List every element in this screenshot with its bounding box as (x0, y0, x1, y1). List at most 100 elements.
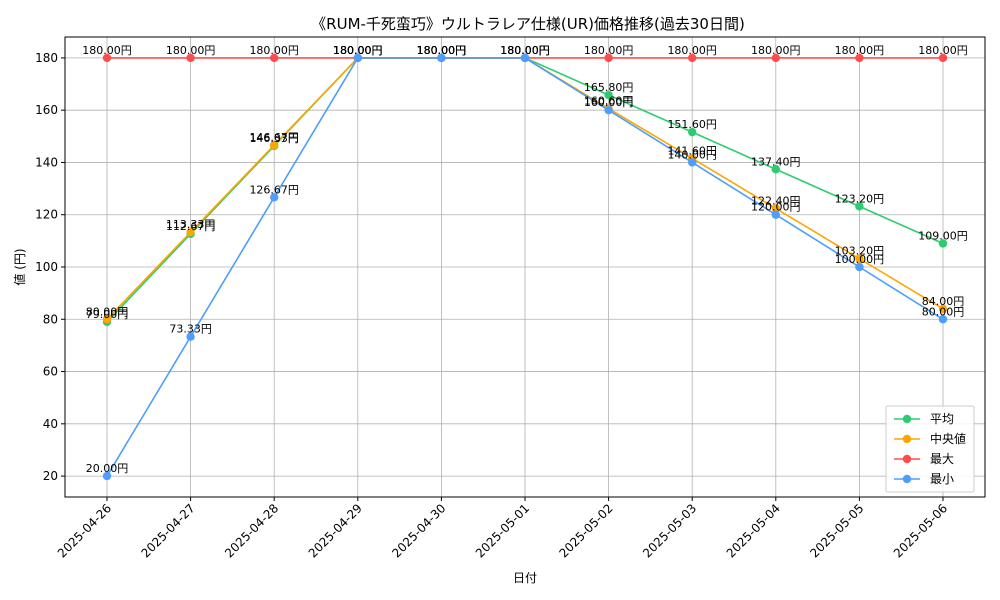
data-point (771, 165, 780, 174)
y-axis: 20 40 60 80 100 120 140 160 180 (35, 51, 65, 483)
data-point (938, 304, 948, 314)
x-tick-label: 2025-04-27 (139, 501, 198, 560)
data-label: 113.33円 (166, 218, 216, 231)
data-label: 165.80円 (584, 81, 634, 94)
chart-title: 《RUM-千死蛮巧》ウルトラレア仕様(UR)価格推移(過去30日間) (311, 15, 745, 33)
data-point (771, 53, 780, 63)
data-point (604, 53, 613, 63)
series-group (102, 53, 948, 481)
data-point (938, 239, 948, 248)
data-label: 180.00円 (835, 44, 885, 57)
data-label: 146.33円 (249, 132, 299, 145)
data-point (437, 53, 446, 63)
data-label: 180.00円 (249, 44, 299, 57)
data-point (855, 202, 864, 211)
data-label: 180.00円 (500, 44, 550, 57)
data-label: 180.00円 (500, 44, 550, 57)
data-label: 141.60円 (667, 144, 717, 157)
y-tick-label: 60 (43, 365, 58, 379)
data-label: 180.00円 (918, 44, 968, 57)
data-point (520, 53, 530, 63)
data-point (353, 53, 362, 63)
data-point (855, 53, 864, 63)
data-point (102, 53, 112, 63)
x-tick-label: 2025-05-06 (891, 501, 950, 560)
y-tick-label: 20 (43, 469, 58, 483)
data-point (102, 471, 112, 481)
data-point (855, 254, 864, 263)
data-label: 20.00円 (86, 462, 129, 475)
x-axis: 2025-04-26 2025-04-27 2025-04-28 2025-04-29… (55, 497, 950, 560)
data-label: 180.00円 (82, 44, 132, 57)
x-tick-label: 2025-05-04 (724, 501, 783, 560)
data-point (938, 315, 948, 324)
data-point (102, 315, 112, 324)
data-point (186, 332, 195, 341)
data-point (604, 90, 613, 100)
legend-label: 最小 (930, 472, 954, 486)
y-tick-label: 180 (35, 51, 58, 65)
data-label: 180.00円 (417, 44, 467, 57)
data-label: 140.00円 (667, 148, 717, 161)
legend-swatch-marker (902, 474, 912, 484)
data-label: 180.00円 (166, 44, 216, 57)
y-axis-label: 値 (円) (12, 248, 27, 285)
x-tick-label: 2025-04-30 (389, 501, 448, 560)
data-label: 160.60円 (584, 95, 634, 108)
data-label: 180.00円 (751, 44, 801, 57)
data-label: 151.60円 (667, 118, 717, 131)
legend-box (885, 405, 975, 493)
data-label: 100.00円 (835, 253, 885, 266)
legend-label: 最大 (930, 452, 954, 466)
data-label: 180.00円 (333, 44, 383, 57)
x-tick-label: 2025-05-02 (557, 501, 616, 560)
data-label: 122.40円 (751, 194, 801, 207)
data-label: 180.00円 (500, 44, 550, 57)
data-point (688, 127, 697, 137)
x-tick-label: 2025-05-05 (807, 501, 866, 560)
data-label: 137.40円 (751, 155, 801, 168)
data-label: 180.00円 (417, 44, 467, 57)
data-label: 126.67円 (249, 183, 299, 196)
data-point (938, 53, 948, 63)
legend-swatch-marker (902, 434, 912, 444)
y-tick-label: 80 (43, 312, 58, 326)
data-label: 109.00円 (918, 229, 968, 242)
data-point (855, 262, 864, 272)
legend-swatch-marker (902, 454, 912, 464)
data-point (771, 204, 780, 213)
data-point (270, 53, 279, 63)
x-tick-label: 2025-05-03 (640, 501, 699, 560)
x-tick-label: 2025-05-01 (473, 501, 532, 560)
y-tick-label: 40 (43, 417, 58, 431)
data-label: 84.00円 (922, 295, 965, 308)
legend-swatch-marker (902, 414, 912, 424)
data-point (688, 158, 697, 167)
data-label: 146.67円 (249, 131, 299, 144)
y-tick-label: 140 (35, 155, 58, 169)
data-label: 180.00円 (500, 44, 550, 57)
data-point (270, 140, 279, 150)
data-label: 180.00円 (333, 44, 383, 57)
data-label: 120.00円 (751, 201, 801, 214)
data-label: 180.00円 (333, 44, 383, 57)
data-point (604, 105, 613, 115)
data-label: 103.20円 (835, 245, 885, 258)
y-tick-label: 160 (35, 103, 58, 117)
data-labels: 79.00円 112.67円 146.33円 180.00円 180.00円 180.00… (82, 44, 968, 475)
data-label: 180.00円 (417, 44, 467, 57)
data-label: 80.00円 (922, 305, 965, 318)
x-tick-label: 2025-04-29 (306, 501, 365, 560)
data-label: 180.00円 (333, 44, 383, 57)
data-point (186, 53, 195, 63)
data-label: 112.67円 (166, 220, 216, 233)
x-axis-label: 日付 (513, 571, 537, 585)
data-label: 73.33円 (169, 323, 212, 336)
data-point (771, 210, 780, 219)
data-point (186, 227, 195, 237)
grid (65, 37, 985, 497)
data-label: 123.20円 (835, 192, 885, 205)
data-label: 80.00円 (86, 305, 129, 318)
